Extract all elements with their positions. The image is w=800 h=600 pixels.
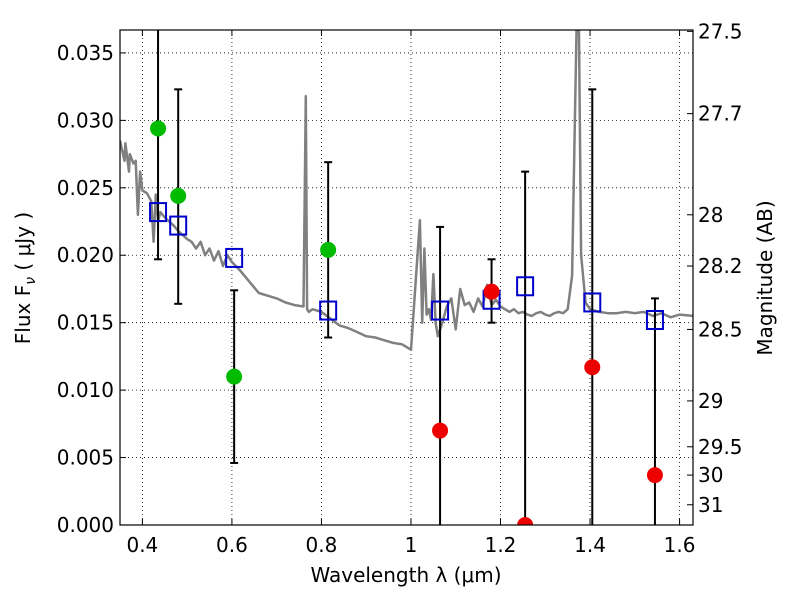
model-box	[431, 300, 450, 321]
model-box	[319, 300, 338, 321]
y2-tick-label: 27.7	[698, 102, 743, 126]
x-tick-labels: 0.4 0.6 0.8 1 1.2 1.4 1.6	[126, 533, 695, 557]
y2-tick-label: 31	[698, 493, 723, 517]
axis-ticks	[120, 30, 693, 526]
y-tick-label: 0.035	[57, 41, 114, 65]
y-tick-label: 0.020	[57, 243, 114, 267]
observed-flux-points	[150, 120, 663, 525]
y-tick-labels: 0.000 0.005 0.010 0.015 0.020 0.025 0.030 0.035	[57, 41, 114, 537]
y-tick-label: 0.000	[57, 513, 114, 537]
model-box	[516, 276, 535, 297]
x-tick-label: 0.8	[306, 533, 338, 557]
grid-lines	[120, 30, 693, 526]
observed-point-upper-limit	[432, 422, 449, 439]
model-box	[225, 247, 244, 268]
model-box	[583, 292, 602, 313]
y-tick-label: 0.010	[57, 378, 114, 402]
y-tick-label: 0.030	[57, 108, 114, 132]
y-tick-label: 0.005	[57, 446, 114, 470]
y-tick-label: 0.015	[57, 311, 114, 335]
y2-tick-label: 29	[698, 389, 723, 413]
observed-point-detection	[226, 368, 243, 385]
y2-tick-label: 27.5	[698, 19, 743, 43]
y2-tick-label: 29.5	[698, 435, 743, 459]
plot-frame	[119, 29, 694, 526]
model-flux-boxes	[149, 202, 664, 330]
y2-tick-label: 28.5	[698, 317, 743, 341]
observed-point-upper-limit	[584, 359, 601, 376]
observed-point-upper-limit	[483, 283, 500, 300]
observed-point-detection	[150, 120, 167, 137]
y2-tick-labels: 27.5 27.7 28 28.2 28.5 29 29.5 30 31	[698, 19, 743, 516]
model-box	[169, 215, 188, 236]
y-axis-title-unit: ( μJy )	[11, 212, 35, 277]
x-tick-label: 0.6	[216, 533, 248, 557]
y2-tick-label: 28	[698, 203, 723, 227]
model-box	[645, 309, 664, 330]
y-tick-label: 0.025	[57, 176, 114, 200]
observed-point-upper-limit	[517, 517, 534, 525]
model-box	[149, 202, 168, 223]
y-axis-title-text: Flux F	[11, 285, 35, 344]
observed-point-detection	[170, 187, 187, 204]
y2-tick-label: 30	[698, 463, 723, 487]
observed-point-upper-limit	[646, 467, 663, 484]
x-tick-label: 1	[405, 533, 418, 557]
y2-axis-title: Magnitude (AB)	[753, 200, 777, 355]
error-bars	[154, 30, 659, 525]
y-axis-title-subscript: ν	[23, 277, 39, 285]
y-axis-title: Flux Fν ( μJy )	[11, 212, 39, 344]
spectrum-line	[120, 30, 693, 351]
x-tick-label: 1.4	[574, 533, 606, 557]
x-tick-label: 0.4	[126, 533, 158, 557]
observed-point-detection	[320, 241, 337, 258]
x-tick-label: 1.2	[485, 533, 517, 557]
y2-tick-label: 28.2	[698, 254, 743, 278]
x-axis-title: Wavelength λ (μm)	[310, 563, 501, 587]
x-tick-label: 1.6	[664, 533, 696, 557]
